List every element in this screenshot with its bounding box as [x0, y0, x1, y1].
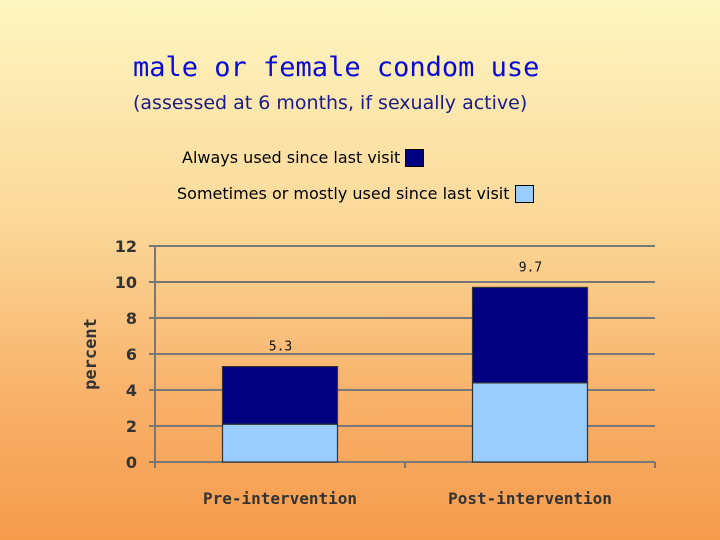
y-tick-label: 12: [115, 237, 137, 256]
chart-title: male or female condom use: [133, 52, 540, 83]
y-tick-label: 8: [126, 309, 137, 328]
x-category-label: Post-intervention: [448, 489, 612, 508]
bar-segment: [221, 366, 339, 425]
bar-segment: [471, 286, 589, 384]
x-category-label: Pre-intervention: [203, 489, 357, 508]
y-tick-label: 0: [126, 453, 137, 472]
y-tick-label: 4: [126, 381, 137, 400]
bar-segment: [471, 382, 589, 463]
legend-item-always: Always used since last visit: [182, 148, 425, 167]
legend-swatch-always: [405, 148, 425, 167]
chart-subtitle: (assessed at 6 months, if sexually activ…: [133, 92, 528, 114]
legend-label-always: Always used since last visit: [182, 148, 401, 167]
data-label: 9.7: [519, 260, 542, 275]
y-tick-label: 10: [115, 273, 137, 292]
bar-segment: [221, 423, 339, 463]
legend-label-sometimes: Sometimes or mostly used since last visi…: [177, 184, 510, 203]
legend-item-sometimes: Sometimes or mostly used since last visi…: [177, 184, 534, 203]
y-tick-label: 2: [126, 417, 137, 436]
y-axis-label: percent: [81, 318, 101, 390]
legend-swatch-sometimes: [514, 184, 534, 203]
data-label: 5.3: [269, 340, 292, 355]
y-tick-label: 6: [126, 345, 137, 364]
